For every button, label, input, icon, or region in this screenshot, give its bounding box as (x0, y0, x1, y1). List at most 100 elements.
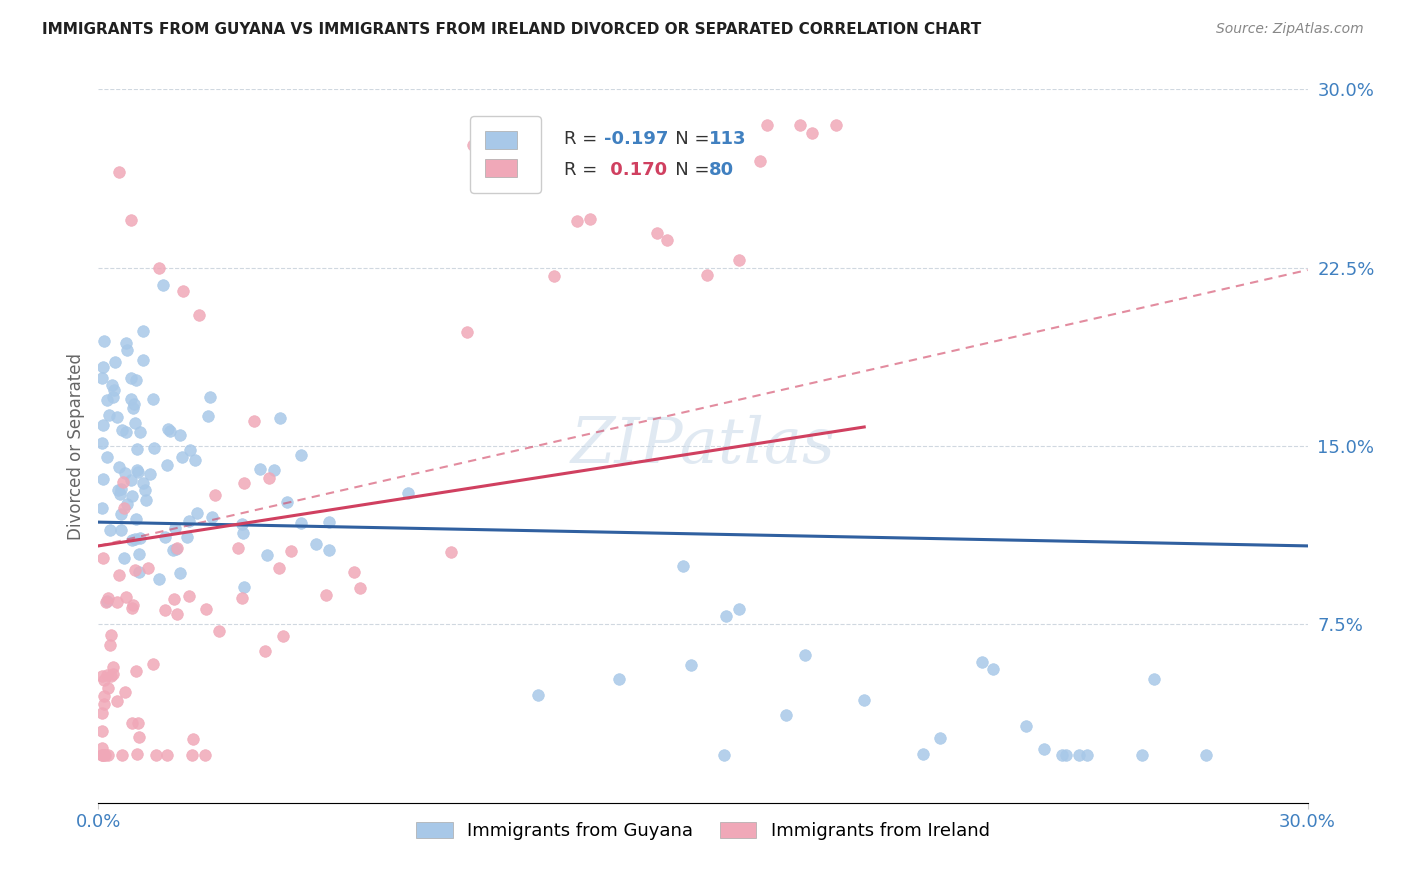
Point (231, 516, 253, 531)
Point (565, 214, 588, 228)
Point (1130, 748, 1153, 763)
Point (928, 731, 950, 745)
Point (179, 443, 201, 458)
Point (101, 378, 124, 392)
Point (148, 260, 170, 275)
Point (105, 693, 128, 707)
Point (120, 392, 142, 406)
Point (128, 547, 150, 561)
Point (112, 501, 135, 516)
Point (128, 731, 150, 745)
Point (228, 541, 250, 556)
Point (124, 664, 146, 678)
Point (93, 334, 115, 348)
Point (543, 269, 565, 284)
Point (121, 489, 143, 503)
Point (121, 533, 143, 548)
Point (269, 561, 291, 575)
Point (125, 463, 148, 477)
Point (169, 566, 191, 580)
Point (91, 669, 114, 683)
Point (148, 572, 170, 586)
Point (91, 471, 114, 485)
Point (579, 212, 602, 227)
Point (114, 591, 136, 605)
Point (276, 495, 298, 509)
Point (108, 487, 131, 501)
Point (91, 748, 114, 763)
Point (256, 549, 278, 563)
Point (91, 417, 114, 432)
Point (318, 515, 340, 529)
Point (122, 599, 145, 613)
Point (186, 506, 208, 520)
Point (679, 658, 702, 673)
Point (645, 227, 668, 241)
Point (115, 425, 138, 439)
Point (824, 118, 846, 132)
Point (713, 748, 735, 763)
Point (100, 669, 122, 683)
Point (232, 526, 254, 541)
Point (132, 476, 155, 491)
Point (159, 424, 181, 438)
Point (128, 565, 150, 579)
Point (107, 483, 129, 497)
Point (176, 530, 198, 544)
Point (127, 747, 149, 761)
Point (1067, 748, 1090, 763)
Point (232, 580, 254, 594)
Point (181, 748, 204, 763)
Point (290, 516, 312, 530)
Point (111, 475, 134, 490)
Point (257, 471, 280, 485)
Text: Source: ZipAtlas.com: Source: ZipAtlas.com (1216, 22, 1364, 37)
Point (142, 441, 165, 455)
Point (110, 482, 132, 496)
Point (972, 655, 994, 669)
Point (231, 591, 253, 605)
Point (789, 118, 811, 132)
Point (115, 336, 138, 351)
Point (152, 277, 174, 292)
Point (91, 724, 114, 739)
Point (456, 325, 478, 339)
Point (1015, 719, 1038, 733)
Point (748, 154, 770, 169)
Point (98, 408, 121, 422)
Point (204, 487, 226, 501)
Point (156, 422, 179, 436)
Point (755, 118, 778, 132)
Point (263, 462, 285, 476)
Point (125, 442, 148, 457)
Text: R =: R = (564, 130, 603, 148)
Point (728, 602, 751, 616)
Text: R =: R = (564, 161, 603, 178)
Point (100, 627, 122, 641)
Point (120, 213, 142, 227)
Point (93, 697, 115, 711)
Point (1054, 748, 1077, 763)
Point (172, 285, 194, 299)
Point (242, 414, 264, 428)
Point (93, 748, 115, 763)
Point (342, 566, 364, 580)
Point (156, 458, 179, 472)
Point (716, 608, 738, 623)
Point (91, 741, 114, 756)
Point (111, 423, 134, 437)
Point (94, 748, 117, 763)
Point (141, 657, 163, 671)
Point (96, 392, 118, 407)
Point (91, 748, 114, 763)
Point (155, 530, 177, 544)
Point (124, 397, 146, 411)
Point (304, 537, 326, 551)
Point (775, 708, 797, 723)
Point (129, 425, 152, 439)
Text: -0.197: -0.197 (603, 130, 668, 148)
Point (96, 450, 118, 464)
Point (169, 428, 191, 442)
Point (132, 353, 155, 368)
Point (163, 592, 186, 607)
